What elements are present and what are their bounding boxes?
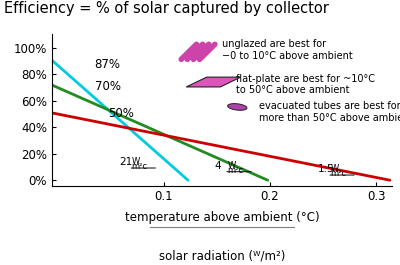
Text: m²c: m²c [227,166,243,175]
Text: 1.5: 1.5 [318,164,334,174]
Text: temperature above ambient (°C): temperature above ambient (°C) [125,211,319,224]
Ellipse shape [228,104,247,110]
Text: solar radiation (ᵂ/m²): solar radiation (ᵂ/m²) [159,249,285,262]
Text: unglazed are best for
−0 to 10°C above ambient: unglazed are best for −0 to 10°C above a… [222,39,353,61]
Text: 21: 21 [119,157,132,167]
Text: 50%: 50% [108,107,134,120]
Text: m²c: m²c [132,162,148,171]
Text: 70%: 70% [94,80,120,93]
Polygon shape [186,77,241,87]
Text: evacuated tubes are best for
more than 50°C above ambient: evacuated tubes are best for more than 5… [259,101,400,122]
Text: W: W [132,157,140,166]
Text: flat-plate are best for ~10°C
to 50°C above ambient: flat-plate are best for ~10°C to 50°C ab… [236,74,375,95]
Text: 4: 4 [214,161,221,171]
Text: m²c: m²c [330,169,346,178]
Text: W: W [330,164,339,173]
Text: Efficiency = % of solar captured by collector: Efficiency = % of solar captured by coll… [4,1,329,16]
Text: W: W [227,161,236,170]
Text: 87%: 87% [94,58,120,71]
